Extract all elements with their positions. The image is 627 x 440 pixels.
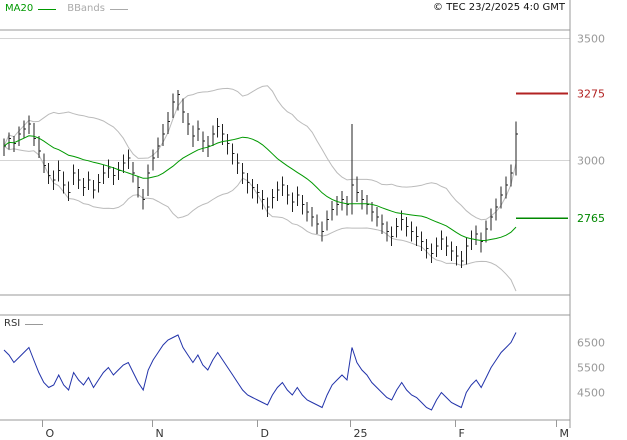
- x-tick-label: 25: [354, 427, 368, 440]
- rsi-legend: RSI: [4, 318, 49, 330]
- price-y-label: 3275: [577, 88, 605, 101]
- legend-label: RSI: [4, 318, 21, 329]
- copyright-text: © TEC 23/2/2025 4:0 GMT: [433, 2, 565, 13]
- rsi-line: [3, 332, 517, 411]
- bb-lower-line: [3, 145, 517, 292]
- bb-upper-line: [3, 85, 517, 221]
- x-tick-label: F: [459, 427, 465, 440]
- x-tick-label: O: [46, 427, 55, 440]
- legend-line: [25, 323, 44, 325]
- price-y-label: 3500: [577, 33, 605, 46]
- legend-line: [38, 8, 57, 10]
- rsi-y-label: 6500: [577, 337, 605, 350]
- price-y-label: 3000: [577, 155, 605, 168]
- rsi-y-label: 4500: [577, 387, 605, 400]
- x-tick-label: N: [156, 427, 164, 440]
- x-tick-label: M: [560, 427, 570, 440]
- price-legend: MA20 BBands: [5, 3, 134, 15]
- ma20-line: [3, 135, 517, 242]
- legend-label: BBands: [67, 3, 105, 14]
- x-tick-label: D: [261, 427, 269, 440]
- legend-label: MA20: [5, 3, 34, 14]
- rsi-y-label: 5500: [577, 362, 605, 375]
- price-y-label: 2765: [577, 212, 605, 225]
- legend-line: [109, 8, 128, 10]
